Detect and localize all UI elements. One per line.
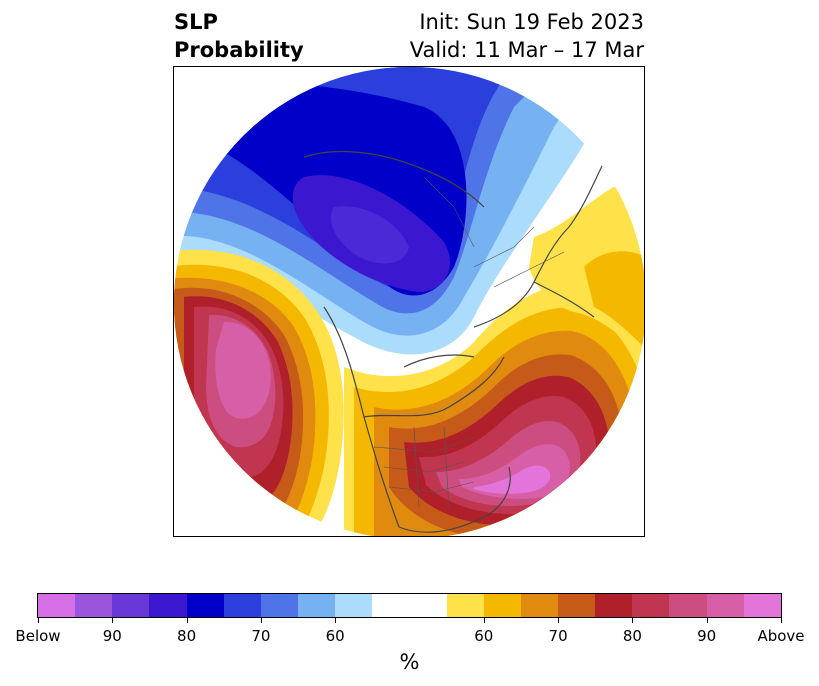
map-panel bbox=[173, 66, 645, 537]
colorbar-tick-mark bbox=[38, 618, 39, 623]
colorbar-tick-label: 90 bbox=[102, 627, 122, 645]
colorbar-tick-label: 70 bbox=[251, 627, 271, 645]
colorbar-tick-mark bbox=[781, 618, 782, 623]
colorbar-cell bbox=[595, 594, 633, 617]
colorbar-tick-mark bbox=[112, 618, 114, 623]
colorbar-tick-label: 90 bbox=[697, 627, 717, 645]
colorbar-cell bbox=[223, 594, 261, 617]
colorbar-cell bbox=[335, 594, 373, 617]
colorbar-tick-label: 60 bbox=[325, 627, 345, 645]
colorbar-cell bbox=[112, 594, 150, 617]
colorbar-units: % bbox=[399, 650, 420, 674]
colorbar-tick-mark bbox=[186, 618, 188, 623]
colorbar-cell bbox=[409, 594, 447, 617]
colorbar-tick-label: 70 bbox=[548, 627, 568, 645]
title-dates: Init: Sun 19 Feb 2023 Valid: 11 Mar – 17… bbox=[410, 8, 644, 64]
colorbar-tick-labels: Below 90 80 70 60 60 70 80 90 Above bbox=[15, 627, 804, 647]
colorbar-cell bbox=[38, 594, 76, 617]
colorbar-cell bbox=[186, 594, 224, 617]
colorbar-tick-mark bbox=[260, 618, 262, 623]
colorbar-tick-label: 80 bbox=[177, 627, 197, 645]
colorbar-tick-mark bbox=[558, 618, 560, 623]
colorbar-cell bbox=[706, 594, 744, 617]
colorbar-cell bbox=[669, 594, 707, 617]
title-variable-line1: SLP bbox=[174, 10, 218, 34]
colorbar-cell bbox=[372, 594, 410, 617]
colorbar-cell bbox=[557, 594, 596, 617]
colorbar-tick-label: 60 bbox=[474, 627, 494, 645]
title-variable-line2: Probability bbox=[174, 38, 304, 62]
colorbar-cell bbox=[446, 594, 484, 617]
colorbar-cell bbox=[75, 594, 113, 617]
colorbar-cell bbox=[483, 594, 521, 617]
probability-map bbox=[174, 67, 644, 536]
valid-range: Valid: 11 Mar – 17 Mar bbox=[409, 38, 644, 62]
init-date: Init: Sun 19 Feb 2023 bbox=[419, 10, 644, 34]
colorbar bbox=[37, 593, 782, 618]
europe-above-region bbox=[529, 185, 644, 367]
colorbar-tick-label: Above bbox=[757, 627, 805, 645]
colorbar-tick-label: Below bbox=[15, 627, 61, 645]
colorbar-tick-label: 80 bbox=[622, 627, 642, 645]
colorbar-tick-mark bbox=[706, 618, 708, 623]
colorbar-tick-mark bbox=[632, 618, 634, 623]
borders bbox=[373, 176, 565, 508]
colorbar-tick-mark bbox=[335, 618, 337, 623]
colorbar-cell bbox=[149, 594, 187, 617]
colorbar-cell bbox=[743, 594, 781, 617]
colorbar-tick-mark bbox=[483, 618, 485, 623]
colorbar-cell bbox=[260, 594, 298, 617]
colorbar-cell bbox=[297, 594, 336, 617]
title-variable: SLP Probability bbox=[174, 8, 304, 64]
colorbar-cell bbox=[632, 594, 670, 617]
colorbar-cell bbox=[520, 594, 558, 617]
